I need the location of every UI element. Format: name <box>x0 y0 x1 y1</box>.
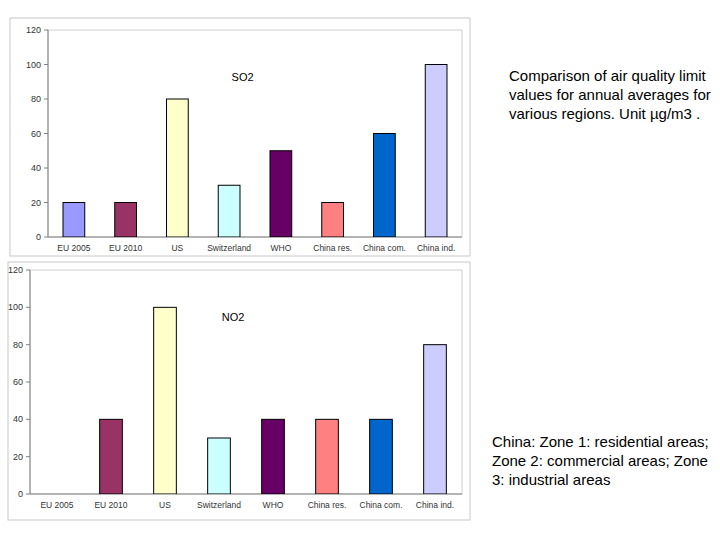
bar <box>270 151 292 237</box>
x-tick-label: EU 2005 <box>57 243 90 253</box>
x-tick-label: China com. <box>360 500 403 510</box>
x-tick-label: EU 2005 <box>40 500 73 510</box>
bar <box>100 419 123 494</box>
y-tick-label: 40 <box>31 163 41 173</box>
y-tick <box>44 133 48 134</box>
y-tick <box>26 270 30 271</box>
y-tick <box>44 168 48 169</box>
bar <box>374 134 396 238</box>
chart-0: 0 20 40 60 80 100 120 SO2 EU 2005 EU 2010 US Switze… <box>10 18 470 256</box>
y-tick-label: 60 <box>31 129 41 139</box>
bar <box>322 203 344 238</box>
y-tick <box>26 344 30 345</box>
y-tick <box>44 64 48 65</box>
x-tick-label: WHO <box>263 500 284 510</box>
y-tick-label: 80 <box>13 340 23 350</box>
chart-1: 0 20 40 60 80 100 120 NO2 EU 2005 EU 2010 US Switze… <box>8 262 470 520</box>
x-tick-label: China com. <box>363 243 406 253</box>
chart-frame <box>8 262 470 520</box>
y-tick-label: 40 <box>13 414 23 424</box>
y-tick-label: 120 <box>26 25 41 35</box>
bar <box>154 307 177 494</box>
y-tick <box>44 237 48 238</box>
x-tick-label: US <box>159 500 171 510</box>
y-tick-label: 120 <box>8 265 23 275</box>
caption: Comparison of air quality limit values f… <box>509 66 714 123</box>
x-tick-label: US <box>171 243 183 253</box>
y-tick <box>26 494 30 495</box>
x-tick-label: WHO <box>270 243 291 253</box>
y-tick-label: 60 <box>13 377 23 387</box>
plot-area <box>30 270 462 494</box>
y-tick <box>26 419 30 420</box>
y-tick-label: 20 <box>31 198 41 208</box>
x-tick-label: China res. <box>308 500 347 510</box>
bar <box>167 99 189 237</box>
y-tick-label: 0 <box>18 489 23 499</box>
bar <box>425 65 447 238</box>
y-tick <box>26 382 30 383</box>
x-tick-label: Switzerland <box>197 500 241 510</box>
footnote: China: Zone 1: residential areas; Zone 2… <box>492 432 714 489</box>
chart-title: SO2 <box>232 71 254 83</box>
y-tick-label: 0 <box>36 232 41 242</box>
bar <box>218 185 240 237</box>
bar <box>262 419 285 494</box>
y-tick <box>44 99 48 100</box>
y-tick <box>44 30 48 31</box>
y-tick <box>44 202 48 203</box>
x-tick-label: Switzerland <box>207 243 251 253</box>
bar <box>115 203 137 238</box>
bar <box>316 419 339 494</box>
x-tick-label: EU 2010 <box>109 243 142 253</box>
stage: 0 20 40 60 80 100 120 SO2 EU 2005 EU 2010 US Switze… <box>0 0 720 540</box>
x-tick-label: China ind. <box>416 500 454 510</box>
x-tick-label: China res. <box>313 243 352 253</box>
y-tick-label: 80 <box>31 94 41 104</box>
y-tick-label: 20 <box>13 452 23 462</box>
x-tick-label: China ind. <box>417 243 455 253</box>
y-tick <box>26 307 30 308</box>
y-tick-label: 100 <box>8 302 23 312</box>
x-tick-label: EU 2010 <box>94 500 127 510</box>
x-axis <box>30 494 462 495</box>
bar <box>63 203 85 238</box>
plot-area <box>48 30 462 237</box>
bar <box>370 419 393 494</box>
bars <box>63 65 447 238</box>
chart-frame <box>10 18 470 256</box>
bar <box>208 438 231 494</box>
chart-title: NO2 <box>222 311 245 323</box>
bar <box>424 345 447 494</box>
y-tick <box>26 456 30 457</box>
bars <box>100 307 447 494</box>
x-axis <box>48 237 462 238</box>
y-tick-label: 100 <box>26 60 41 70</box>
